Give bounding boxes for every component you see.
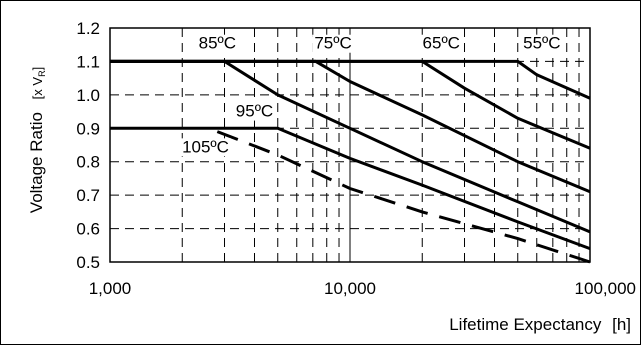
y-tick-label: 0.5 [76, 253, 100, 272]
curve-label-bg [420, 34, 463, 53]
x-axis-title: Lifetime Expectancy [449, 315, 602, 334]
y-tick-label: 1.0 [76, 86, 100, 105]
y-tick-label: 0.8 [76, 153, 100, 172]
y-tick-label: 1.2 [76, 19, 100, 38]
curve-label-bg [180, 138, 232, 157]
x-tick-label: 10,000 [324, 279, 376, 298]
curve-label: 65ºC [423, 34, 460, 53]
curve-labels: 85ºC 75ºC 65ºC 55ºC 95ºC 105ºC [180, 34, 563, 157]
x-tick-labels: 1,000 10,000 100,000 [89, 279, 636, 298]
y-axis-title: Voltage Ratio [27, 112, 46, 213]
curve-label: 55ºC [523, 34, 560, 53]
series-line-105c [216, 130, 591, 264]
y-tick-label: 0.7 [76, 186, 100, 205]
y-axis-unit: [x V [30, 77, 45, 100]
y-tick-label: 1.1 [76, 52, 100, 71]
curve-label-bg [521, 34, 563, 53]
curve-label: 95ºC [236, 102, 273, 121]
x-tick-label: 1,000 [89, 279, 132, 298]
curve-label: 85ºC [199, 34, 236, 53]
series-group [110, 59, 591, 264]
y-tick-label: 0.9 [76, 119, 100, 138]
series-line-95c [110, 126, 591, 251]
curve-label-bg [312, 34, 354, 53]
series-line-55c [110, 59, 591, 100]
curve-label-bg [233, 102, 276, 121]
curve-label: 75ºC [314, 34, 351, 53]
y-tick-label: 0.6 [76, 220, 100, 239]
plot-area [109, 27, 591, 263]
x-tick-label: 100,000 [575, 279, 636, 298]
y-axis-label: Voltage Ratio [x VR] [27, 67, 47, 213]
x-axis-label: Lifetime Expectancy [h] [449, 315, 631, 334]
y-axis-unit-subscript: R [37, 70, 47, 77]
curve-label: 105ºC [182, 137, 229, 156]
y-axis-unit-close: ] [30, 67, 45, 71]
curve-label-bg [196, 34, 239, 53]
x-axis-unit: [h] [612, 315, 631, 334]
y-tick-labels: 0.5 0.6 0.7 0.8 0.9 1.0 1.1 1.2 [76, 19, 100, 272]
